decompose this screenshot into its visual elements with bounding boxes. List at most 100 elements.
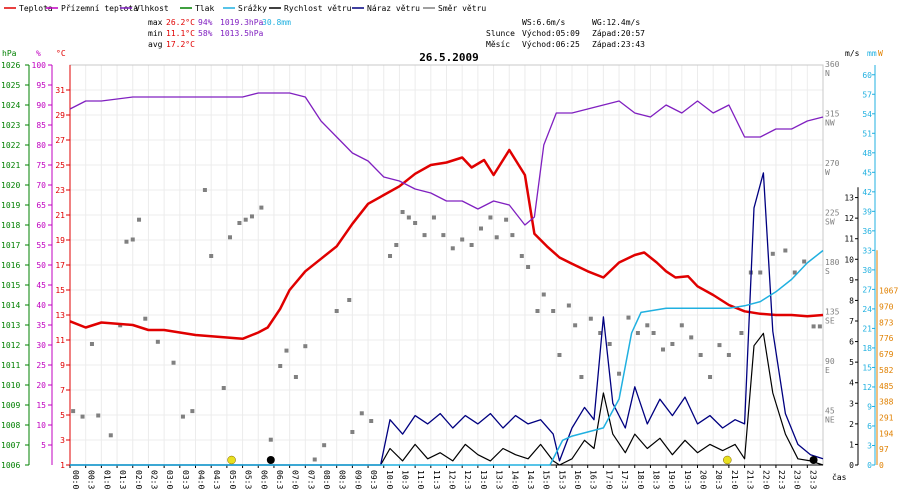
- wind-direction-point: [388, 254, 393, 258]
- stat-avg-label: avg: [148, 40, 163, 49]
- wind-direction-point: [708, 375, 713, 379]
- tick-label-temperature: 21: [55, 211, 65, 220]
- wind-direction-point: [566, 303, 571, 308]
- tick-label-solar: 1067: [879, 287, 898, 296]
- tick-label-wind: 11: [844, 235, 854, 244]
- tick-label-x: 08:3: [338, 470, 347, 489]
- wind-direction-point: [359, 411, 364, 416]
- wind-direction-point: [268, 437, 273, 442]
- tick-label-x: 03:0: [165, 470, 174, 489]
- tick-label-humidity: 75: [36, 161, 46, 170]
- wind-direction-point: [811, 324, 816, 329]
- series-line-temperature: [69, 148, 824, 341]
- tick-label-humidity: 45: [36, 281, 46, 290]
- tick-label-solar: 291: [879, 413, 894, 422]
- tick-label-x: 09:0: [353, 470, 362, 489]
- tick-label-winddir-name: NE: [825, 416, 835, 425]
- legend-label-temperature: Teplota: [19, 4, 53, 13]
- tick-label-pressure: 1020: [1, 181, 20, 190]
- tick-label-temperature: 15: [55, 286, 65, 295]
- wind-direction-point: [137, 217, 142, 222]
- tick-label-winddir-name: N: [825, 69, 830, 78]
- tick-label-temperature: 11: [55, 336, 65, 345]
- wind-direction-point: [228, 235, 233, 240]
- tick-label-rain: 30: [862, 266, 872, 275]
- axis-title-solar: W: [878, 49, 883, 58]
- tick-label-wind: 3: [849, 399, 854, 408]
- stat-ws: WS:6.6m/s: [522, 18, 566, 27]
- tick-label-winddir-name: NW: [825, 119, 835, 128]
- wind-direction-point: [312, 457, 317, 462]
- wind-direction-point: [108, 433, 113, 438]
- stat-min-pres: 1013.5hPa: [220, 29, 264, 38]
- tick-label-rain: 27: [862, 285, 872, 294]
- tick-label-pressure: 1010: [1, 381, 20, 390]
- tick-label-pressure: 1023: [1, 121, 20, 130]
- wind-direction-point: [347, 298, 352, 302]
- tick-label-humidity: 5: [41, 441, 46, 450]
- tick-label-x: 07:0: [291, 470, 300, 489]
- wind-direction-point: [190, 409, 195, 414]
- axis-title-rain: mm: [867, 49, 877, 58]
- tick-label-x: 13:3: [495, 470, 504, 489]
- tick-label-solar: 873: [879, 318, 894, 327]
- series-line-precipitation: [70, 249, 824, 466]
- sunrise-marker: [227, 455, 236, 465]
- tick-label-humidity: 55: [36, 241, 46, 250]
- tick-label-wind: 6: [849, 338, 854, 347]
- tick-label-rain: 54: [862, 110, 872, 119]
- wind-direction-point: [573, 323, 578, 328]
- tick-label-x: 02:3: [149, 470, 158, 489]
- legend-label-wind_gust: Náraz větru: [367, 4, 420, 13]
- sunset-marker: [723, 455, 732, 465]
- series-line-wind_speed: [70, 332, 824, 466]
- wind-direction-point: [80, 414, 85, 419]
- wind-direction-point: [118, 323, 123, 328]
- tick-label-winddir-deg: 180: [825, 258, 840, 267]
- tick-label-rain: 36: [862, 227, 872, 236]
- wind-direction-point: [635, 331, 640, 335]
- tick-label-x: 14:0: [510, 470, 519, 489]
- wind-direction-point: [670, 342, 675, 346]
- tick-label-winddir-name: W: [825, 168, 830, 177]
- wind-direction-point: [645, 323, 650, 328]
- wind-direction-point: [284, 348, 289, 353]
- tick-label-solar: 679: [879, 350, 894, 359]
- tick-label-temperature: 31: [55, 86, 65, 95]
- tick-label-solar: 776: [879, 334, 894, 343]
- tick-label-pressure: 1017: [1, 241, 20, 250]
- tick-label-humidity: 80: [36, 141, 46, 150]
- tick-label-rain: 21: [862, 324, 872, 333]
- wind-direction-point: [494, 235, 499, 240]
- stat-moon-set: Západ:23:43: [592, 40, 645, 49]
- tick-label-x: 17:3: [620, 470, 629, 489]
- tick-label-winddir-name: E: [825, 366, 830, 375]
- wind-direction-point: [243, 217, 248, 222]
- tick-label-winddir-deg: 270: [825, 159, 840, 168]
- tick-label-x: 19:0: [667, 470, 676, 489]
- tick-label-x: 18:0: [636, 470, 645, 489]
- tick-label-x: 20:0: [699, 470, 708, 489]
- tick-label-wind: 4: [849, 379, 854, 388]
- tick-label-x: 09:3: [369, 470, 378, 489]
- wind-direction-point: [441, 233, 446, 238]
- tick-label-rain: 24: [862, 305, 872, 314]
- wind-direction-point: [171, 360, 176, 365]
- tick-label-x: 16:3: [589, 470, 598, 489]
- wind-direction-point: [598, 331, 603, 335]
- wind-direction-point: [303, 344, 308, 349]
- tick-label-x: 04:3: [212, 470, 221, 489]
- wind-direction-point: [679, 323, 684, 328]
- tick-label-humidity: 65: [36, 201, 46, 210]
- wind-direction-point: [504, 217, 509, 222]
- wind-direction-point: [651, 331, 656, 335]
- legend-label-humidity: Vlhkost: [135, 4, 169, 13]
- tick-label-x: 06:3: [275, 470, 284, 489]
- tick-label-rain: 60: [862, 71, 872, 80]
- stat-total-rain: 30.8mm: [262, 18, 291, 27]
- tick-label-pressure: 1016: [1, 261, 20, 270]
- tick-label-humidity: 85: [36, 121, 46, 130]
- tick-label-wind: 8: [849, 296, 854, 305]
- tick-label-x: 15:0: [542, 470, 551, 489]
- tick-label-temperature: 23: [55, 186, 65, 195]
